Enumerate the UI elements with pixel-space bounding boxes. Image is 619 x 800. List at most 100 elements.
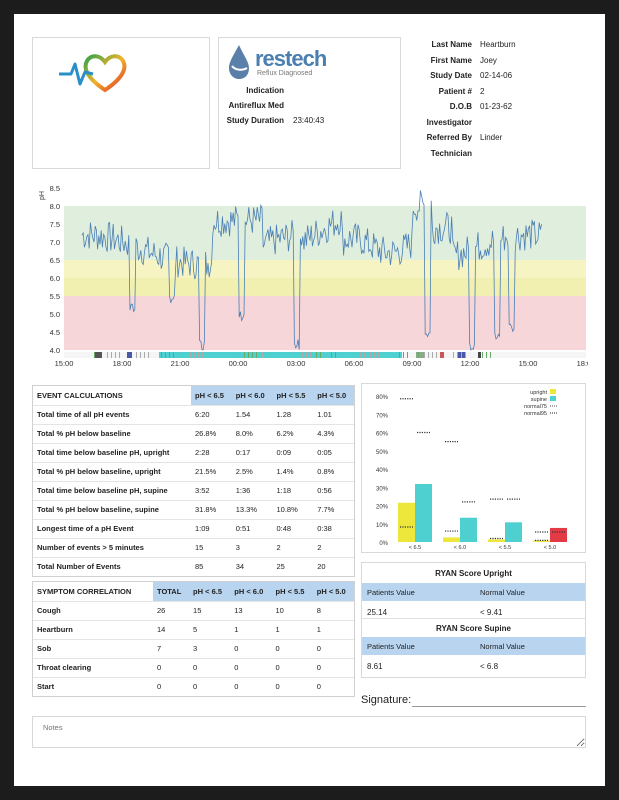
moderate-ph-band (64, 278, 586, 296)
restech-brand: restech (255, 46, 327, 71)
table-cell: Total time below baseline pH, supine (33, 480, 191, 500)
table-cell: 0:05 (313, 442, 354, 462)
table-cell: 0:51 (231, 518, 273, 538)
table-cell: 3 (231, 537, 273, 557)
bar-category-label: < 6.5 (409, 545, 421, 551)
legend-label: normal95 (524, 411, 547, 417)
table-row: Total Number of Events 85 34 25 20 (33, 556, 354, 576)
table-cell: 14 (153, 619, 190, 639)
y-tick-label: 6.0 (50, 274, 60, 283)
event-tick (252, 352, 253, 358)
position-segment (94, 352, 102, 358)
event-tick (436, 352, 437, 358)
event-tick (202, 352, 203, 358)
event-tick (345, 352, 346, 358)
bar-supine (460, 517, 477, 542)
event-tick (194, 352, 195, 358)
table-cell: 21.5% (191, 461, 232, 481)
table-cell: 13.3% (231, 499, 273, 519)
patient-field: First Name Joey (430, 55, 497, 65)
normal-ph-band (64, 206, 586, 260)
event-tick (457, 352, 458, 358)
table-cell: 0.8% (313, 461, 354, 481)
restech-drop-icon (229, 45, 249, 79)
bar-upright (443, 537, 460, 542)
symptoms-header-cell: SYMPTOM CORRELATION (37, 586, 132, 596)
table-cell: 0 (189, 657, 231, 677)
table-row: Number of events > 5 minutes 15 3 2 2 (33, 537, 354, 557)
event-tick (115, 352, 116, 358)
ryan-upright-title: RYAN Score Upright (435, 569, 512, 578)
bar-y-tick-label: 20% (376, 505, 389, 511)
position-segment (127, 352, 132, 358)
bar-upright (488, 539, 505, 542)
event-tick (281, 352, 282, 358)
table-cell: 2:28 (191, 442, 232, 462)
table-row: Cough 26 15 13 10 8 (33, 600, 354, 620)
table-row: Total % pH below baseline 26.8% 8.0% 6.2% 4.… (33, 423, 354, 443)
event-tick (302, 352, 303, 358)
patient-field: Patient #2 (438, 86, 485, 96)
legend-swatch (550, 396, 556, 401)
bar-upright (398, 502, 415, 542)
y-tick-label: 8.5 (50, 184, 60, 193)
y-tick-label: 7.5 (50, 220, 60, 229)
table-cell: Total Number of Events (33, 556, 191, 576)
table-cell: Total % pH below baseline, upright (33, 461, 191, 481)
event-tick (364, 352, 365, 358)
position-segment (440, 352, 444, 358)
event-tick (407, 352, 408, 358)
table-cell: 0 (271, 676, 313, 696)
ph-chart-container: 8.5 8.0 7.5 7.0 6.5 6.0 5.5 5.0 4.5 4.0 pH 15:00 18:… (32, 180, 595, 376)
y-tick-label: 4.5 (50, 328, 60, 337)
event-tick (198, 352, 199, 358)
event-tick (273, 352, 274, 358)
table-cell: 3 (189, 638, 231, 658)
event-tick (374, 352, 375, 358)
event-tick (465, 352, 466, 358)
event-tick (223, 352, 224, 358)
table-cell: Total time of all pH events (33, 404, 191, 424)
event-tick (94, 352, 95, 358)
bar-y-tick-label: 70% (376, 413, 389, 419)
notes-textarea[interactable] (32, 716, 586, 748)
table-cell: 6.2% (272, 423, 314, 443)
patient-field: Technician (430, 148, 472, 158)
restech-tagline: Reflux Diagnosed (257, 70, 313, 77)
events-header-cell: pH < 6.0 (231, 386, 273, 405)
table-cell: 10 (271, 600, 313, 620)
percent-bar-chart-box: 80% 70% 60% 50% 40% 30% 20% 10% 0% < 6.5 < 6.0 < 5.… (361, 383, 586, 553)
event-tick (490, 352, 491, 358)
event-tick (227, 352, 228, 358)
event-tick (136, 352, 137, 358)
study-field-duration: Study Duration 23:40:43 (226, 116, 325, 125)
signature-line[interactable] (412, 706, 586, 707)
ph-chart: 8.5 8.0 7.5 7.0 6.5 6.0 5.5 5.0 4.5 4.0 pH 15:00 18:… (39, 184, 595, 368)
ryan-supine-box: RYAN Score Supine Patients Value Normal … (361, 618, 586, 678)
table-row: Heartburn 14 5 1 1 1 (33, 619, 354, 639)
table-cell: 2.5% (231, 461, 273, 481)
event-tick (370, 352, 371, 358)
event-tick (349, 352, 350, 358)
table-cell: 1 (312, 619, 354, 639)
event-tick (482, 352, 483, 358)
bar-category-label: < 5.0 (544, 545, 556, 551)
study-info-box: restech Reflux Diagnosed Indication Anti… (218, 37, 401, 169)
event-tick (161, 352, 162, 358)
table-cell: Cough (33, 600, 153, 620)
table-cell: 1 (230, 619, 272, 639)
event-tick (335, 352, 336, 358)
event-tick (428, 352, 429, 358)
event-tick (256, 352, 257, 358)
table-cell: 1 (271, 619, 313, 639)
ryan-supine-header: Patients Value Normal Value (362, 637, 585, 655)
patient-field: Referred By Linder (426, 133, 503, 142)
table-cell: 26 (153, 600, 190, 620)
ryan-upright-header: Patients Value Normal Value (362, 583, 585, 601)
table-cell: Total % pH below baseline (33, 423, 191, 443)
event-tick (169, 352, 170, 358)
table-cell: 4.3% (313, 423, 354, 443)
legend-swatch (550, 389, 556, 394)
event-tick (165, 352, 166, 358)
patient-info: Last Name Heartburn First Name Joey Study Da… (410, 40, 586, 164)
